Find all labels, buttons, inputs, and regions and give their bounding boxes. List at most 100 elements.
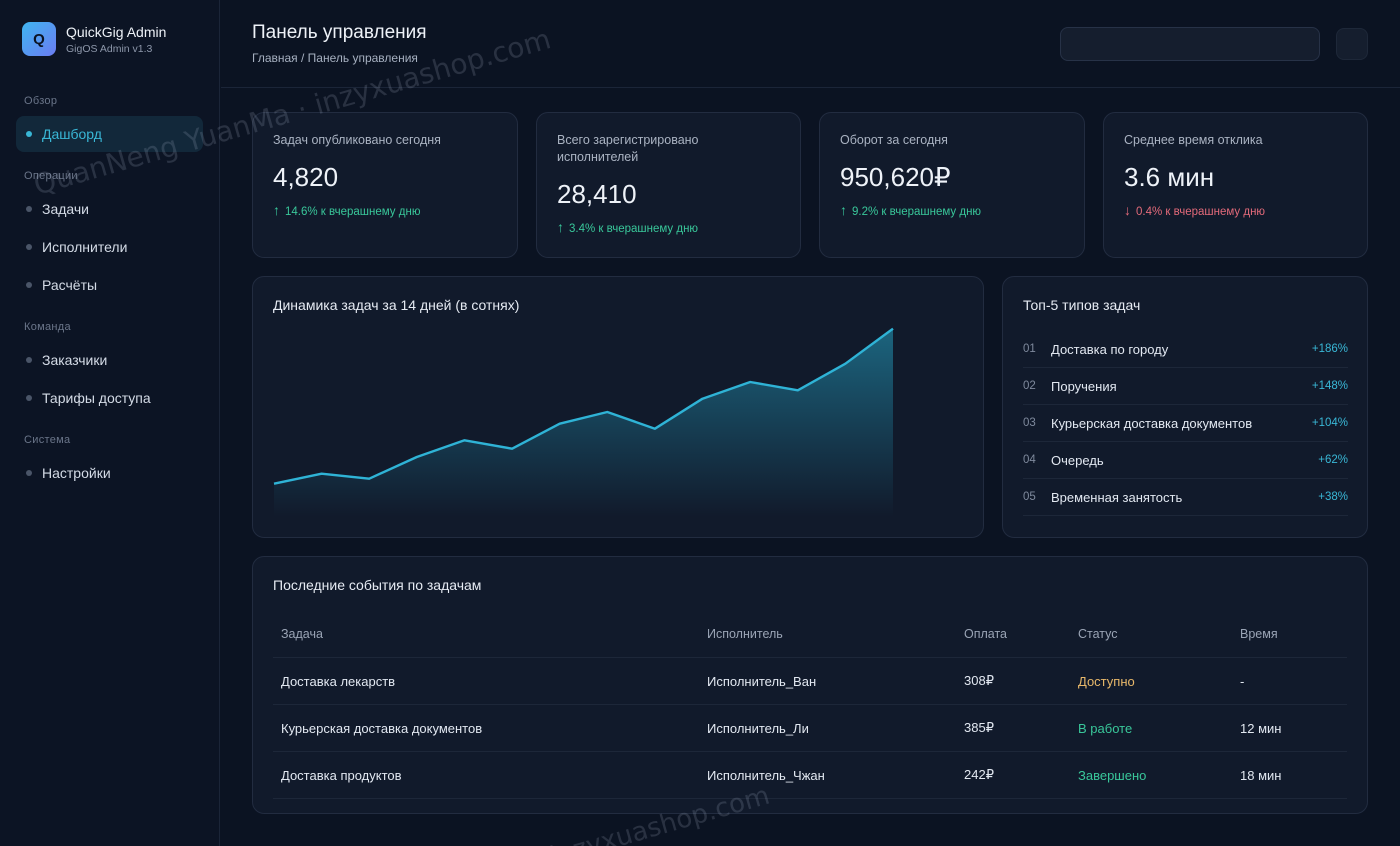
page-header: Панель управления Главная / Панель управ… bbox=[221, 0, 1400, 88]
list-item[interactable]: 05 Временная занятость +38% bbox=[1023, 479, 1348, 516]
chart-point-10[interactable] bbox=[701, 397, 705, 401]
sidebar-item-label: Исполнители bbox=[42, 239, 128, 255]
chart-point-6[interactable] bbox=[510, 447, 514, 451]
sidebar-item-label: Тарифы доступа bbox=[42, 390, 151, 406]
chart-point-3[interactable] bbox=[367, 477, 371, 481]
sidebar-item-settings[interactable]: Настройки bbox=[16, 455, 203, 491]
dot-icon bbox=[26, 131, 32, 137]
stat-delta: ↓ 0.4% к вчерашнему дню bbox=[1124, 202, 1266, 218]
app-logo-icon: Q bbox=[22, 22, 56, 56]
cell-payment: 308₽ bbox=[964, 673, 994, 688]
sidebar-item-customers[interactable]: Заказчики bbox=[16, 342, 203, 378]
column-header-time[interactable]: Время bbox=[1240, 627, 1278, 641]
cell-task: Доставка продуктов bbox=[281, 767, 402, 783]
nav-section-team: Команда bbox=[24, 321, 71, 333]
sidebar-item-tasks[interactable]: Задачи bbox=[16, 191, 203, 227]
rank: 04 bbox=[1023, 454, 1036, 466]
table-row[interactable]: Доставка продуктов Исполнитель_Чжан 242₽… bbox=[273, 752, 1347, 799]
growth-percent: +62% bbox=[1318, 454, 1348, 466]
cell-task: Доставка лекарств bbox=[281, 673, 396, 689]
rank: 05 bbox=[1023, 491, 1036, 503]
status-badge: Доступно bbox=[1078, 673, 1135, 689]
stat-delta: ↑ 9.2% к вчерашнему дню bbox=[840, 202, 982, 218]
chart-point-7[interactable] bbox=[558, 422, 562, 426]
page-title: Панель управления bbox=[252, 22, 427, 43]
chart-point-11[interactable] bbox=[748, 380, 752, 384]
status-badge: В работе bbox=[1078, 720, 1133, 736]
sidebar-item-access-plans[interactable]: Тарифы доступа bbox=[16, 380, 203, 416]
arrow-up-icon: ↑ bbox=[557, 219, 564, 235]
cell-worker: Исполнитель_Ли bbox=[707, 720, 809, 736]
chart-point-4[interactable] bbox=[415, 455, 419, 459]
area-chart bbox=[272, 327, 895, 517]
status-badge: Завершено bbox=[1078, 767, 1147, 783]
list-item[interactable]: 02 Поручения +148% bbox=[1023, 368, 1348, 405]
stat-label: Всего зарегистрировано исполнителей bbox=[557, 133, 699, 164]
app-version: GigOS Admin v1.3 bbox=[66, 42, 153, 55]
stat-card-workers-total: Всего зарегистрировано исполнителей 28,4… bbox=[536, 112, 801, 258]
chart-point-1[interactable] bbox=[272, 482, 276, 486]
nav-section-system: Система bbox=[24, 434, 71, 446]
column-header-status[interactable]: Статус bbox=[1078, 627, 1118, 641]
table-row[interactable]: Доставка лекарств Исполнитель_Ван 308₽ Д… bbox=[273, 658, 1347, 705]
cell-payment: 385₽ bbox=[964, 720, 994, 735]
app-title: QuickGig Admin bbox=[66, 23, 167, 40]
sidebar-item-settlements[interactable]: Расчёты bbox=[16, 267, 203, 303]
top5-panel: Топ-5 типов задач 01 Доставка по городу … bbox=[1002, 276, 1368, 538]
sidebar-item-dashboard[interactable]: Дашборд bbox=[16, 116, 203, 152]
sidebar-item-label: Настройки bbox=[42, 465, 111, 481]
chart-point-5[interactable] bbox=[463, 438, 467, 442]
chart-point-13[interactable] bbox=[843, 362, 847, 366]
chart-point-14[interactable] bbox=[891, 327, 895, 331]
sidebar-item-label: Расчёты bbox=[42, 277, 98, 293]
chart-point-9[interactable] bbox=[653, 427, 657, 431]
cell-payment: 242₽ bbox=[964, 767, 994, 782]
top5-title: Топ-5 типов задач bbox=[1023, 297, 1141, 313]
cell-worker: Исполнитель_Ван bbox=[707, 673, 817, 689]
nav-section-overview: Обзор bbox=[24, 95, 58, 107]
task-type-name: Курьерская доставка документов bbox=[1051, 415, 1253, 431]
task-type-name: Очередь bbox=[1051, 452, 1104, 468]
arrow-up-icon: ↑ bbox=[840, 202, 847, 218]
list-item[interactable]: 01 Доставка по городу +186% bbox=[1023, 331, 1348, 368]
arrow-down-icon: ↓ bbox=[1124, 202, 1131, 218]
cell-time: 18 мин bbox=[1240, 767, 1282, 783]
stat-value: 28,410 bbox=[557, 179, 637, 209]
chart-point-2[interactable] bbox=[320, 472, 324, 476]
header-action-button[interactable] bbox=[1336, 28, 1368, 60]
brand[interactable]: Q QuickGig Admin GigOS Admin v1.3 bbox=[22, 22, 166, 56]
chart-point-12[interactable] bbox=[796, 388, 800, 392]
list-item[interactable]: 03 Курьерская доставка документов +104% bbox=[1023, 405, 1348, 442]
dot-icon bbox=[26, 206, 32, 212]
stat-label: Среднее время отклика bbox=[1124, 133, 1263, 147]
cell-worker: Исполнитель_Чжан bbox=[707, 767, 825, 783]
stat-label: Задач опубликовано сегодня bbox=[273, 133, 441, 147]
sidebar-item-label: Дашборд bbox=[42, 126, 102, 142]
nav-section-operations: Операции bbox=[24, 170, 78, 182]
dot-icon bbox=[26, 395, 32, 401]
stat-card-tasks-today: Задач опубликовано сегодня 4,820 ↑ 14.6% … bbox=[252, 112, 518, 258]
chart-panel: Динамика задач за 14 дней (в сотнях) bbox=[252, 276, 984, 538]
chart-point-8[interactable] bbox=[605, 410, 609, 414]
stat-value: 950,620₽ bbox=[840, 162, 951, 192]
search-input[interactable] bbox=[1060, 27, 1320, 61]
growth-percent: +186% bbox=[1311, 343, 1348, 355]
table-header-row: Задача Исполнитель Оплата Статус Время bbox=[273, 611, 1347, 658]
stat-value: 3.6 мин bbox=[1124, 162, 1215, 192]
rank: 01 bbox=[1023, 343, 1036, 355]
table-row[interactable]: Курьерская доставка документов Исполните… bbox=[273, 705, 1347, 752]
column-header-task[interactable]: Задача bbox=[281, 627, 323, 641]
column-header-payment[interactable]: Оплата bbox=[964, 627, 1007, 641]
column-header-worker[interactable]: Исполнитель bbox=[707, 627, 783, 641]
breadcrumb[interactable]: Главная / Панель управления bbox=[252, 51, 418, 65]
sidebar-item-label: Заказчики bbox=[42, 352, 108, 368]
task-type-name: Временная занятость bbox=[1051, 489, 1183, 505]
chart-area-fill bbox=[274, 328, 893, 517]
dot-icon bbox=[26, 244, 32, 250]
sidebar-item-workers[interactable]: Исполнители bbox=[16, 229, 203, 265]
growth-percent: +148% bbox=[1311, 380, 1348, 392]
task-type-name: Доставка по городу bbox=[1051, 341, 1169, 357]
list-item[interactable]: 04 Очередь +62% bbox=[1023, 442, 1348, 479]
stat-delta: ↑ 3.4% к вчерашнему дню bbox=[557, 219, 699, 235]
stat-label: Оборот за сегодня bbox=[840, 133, 948, 147]
